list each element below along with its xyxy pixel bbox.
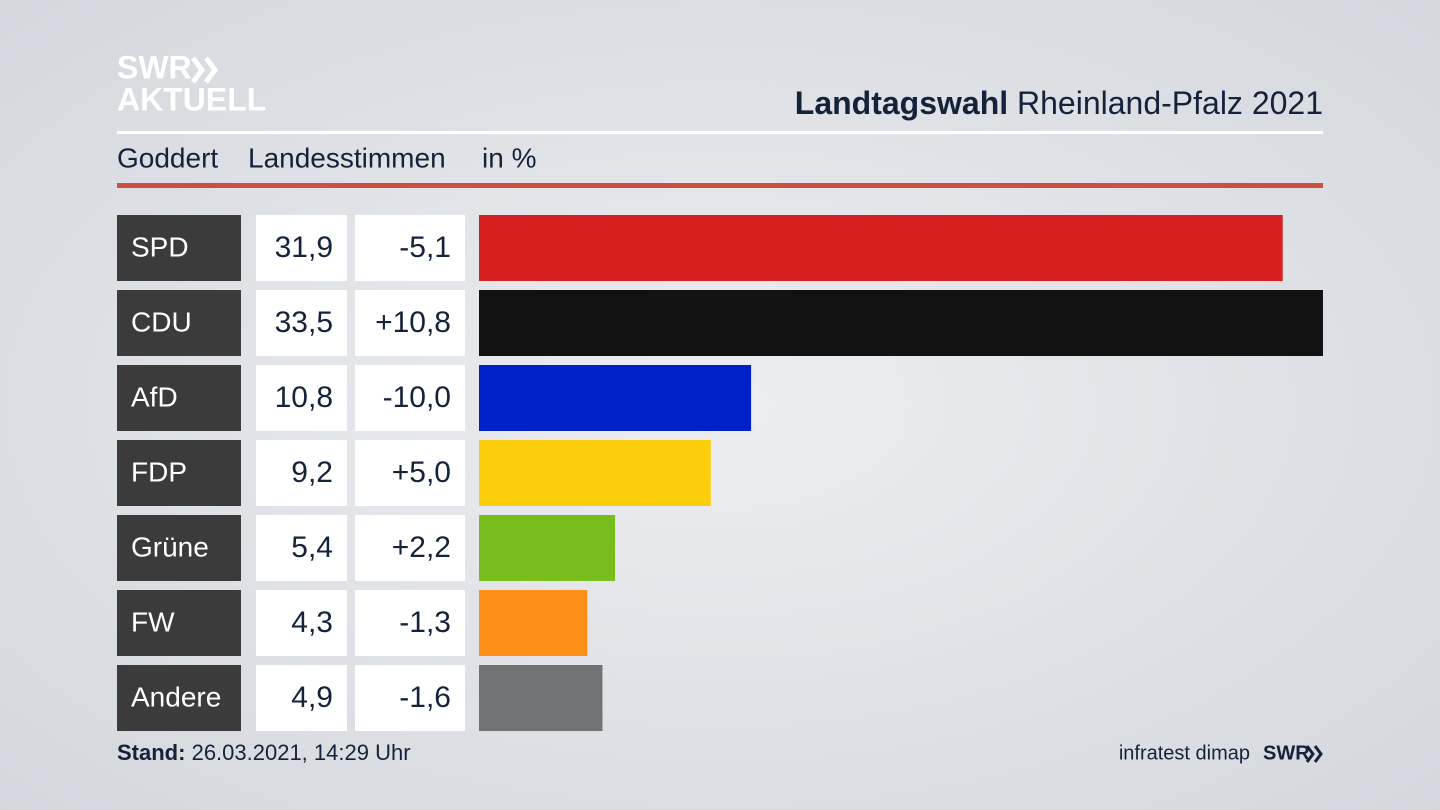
change-box bbox=[355, 290, 465, 356]
change-box bbox=[355, 215, 465, 281]
change-label: +5,0 bbox=[392, 456, 451, 489]
value-label: 33,5 bbox=[275, 306, 333, 339]
bar bbox=[479, 365, 752, 431]
footer-date: 26.03.2021, 14:29 Uhr bbox=[192, 740, 411, 765]
party-label: Andere bbox=[131, 681, 221, 712]
change-label: -5,1 bbox=[399, 231, 451, 264]
party-box bbox=[117, 215, 241, 281]
value-box bbox=[256, 665, 347, 731]
party-label: SPD bbox=[131, 231, 189, 262]
party-label: CDU bbox=[131, 306, 192, 337]
divider bbox=[117, 131, 1323, 134]
logo-aktuell: AKTUELL bbox=[117, 81, 266, 117]
party-label: Grüne bbox=[131, 531, 209, 562]
change-label: -1,3 bbox=[399, 606, 451, 639]
footer-brand: SWR bbox=[1263, 742, 1310, 764]
party-label: AfD bbox=[131, 381, 178, 412]
value-box bbox=[256, 515, 347, 581]
bar bbox=[479, 440, 711, 506]
value-box bbox=[256, 440, 347, 506]
value-label: 9,2 bbox=[291, 456, 333, 489]
title-bold: Landtagswahl bbox=[795, 85, 1008, 121]
change-box bbox=[355, 665, 465, 731]
footer-label: Stand: bbox=[117, 740, 185, 765]
footer-stand: Stand: 26.03.2021, 14:29 Uhr bbox=[117, 740, 411, 765]
value-box bbox=[256, 215, 347, 281]
value-label: 5,4 bbox=[291, 531, 333, 564]
value-label: 31,9 bbox=[275, 231, 333, 264]
bar bbox=[479, 515, 616, 581]
subtitle: in % bbox=[482, 142, 536, 173]
change-box bbox=[355, 515, 465, 581]
change-label: -1,6 bbox=[399, 681, 451, 714]
value-label: 4,3 bbox=[291, 606, 333, 639]
chart-title: Landtagswahl Rheinland-Pfalz 2021 bbox=[795, 85, 1323, 121]
bar bbox=[479, 290, 1323, 356]
change-box bbox=[355, 590, 465, 656]
change-label: -10,0 bbox=[383, 381, 451, 414]
value-label: 4,9 bbox=[291, 681, 333, 714]
value-label: 10,8 bbox=[275, 381, 333, 414]
value-box bbox=[256, 290, 347, 356]
subtitle: Goddert bbox=[117, 142, 218, 173]
change-label: +10,8 bbox=[375, 306, 451, 339]
bar bbox=[479, 590, 588, 656]
party-box bbox=[117, 590, 241, 656]
logo-swr: SWR bbox=[117, 49, 192, 85]
party-box bbox=[117, 290, 241, 356]
change-box bbox=[355, 440, 465, 506]
party-box bbox=[117, 440, 241, 506]
logo-chevrons bbox=[191, 56, 219, 84]
change-box bbox=[355, 365, 465, 431]
party-box bbox=[117, 665, 241, 731]
value-box bbox=[256, 365, 347, 431]
party-box bbox=[117, 365, 241, 431]
party-label: FW bbox=[131, 606, 175, 637]
party-box bbox=[117, 515, 241, 581]
party-label: FDP bbox=[131, 456, 187, 487]
bar bbox=[479, 665, 603, 731]
footer-chevrons bbox=[1305, 745, 1323, 763]
bar bbox=[479, 215, 1283, 281]
subtitle: Landesstimmen bbox=[248, 142, 446, 173]
change-label: +2,2 bbox=[392, 531, 451, 564]
accent-line bbox=[117, 183, 1323, 188]
title-rest: Rheinland-Pfalz 2021 bbox=[1017, 85, 1323, 121]
value-box bbox=[256, 590, 347, 656]
footer-source: infratest dimap bbox=[1119, 742, 1250, 764]
